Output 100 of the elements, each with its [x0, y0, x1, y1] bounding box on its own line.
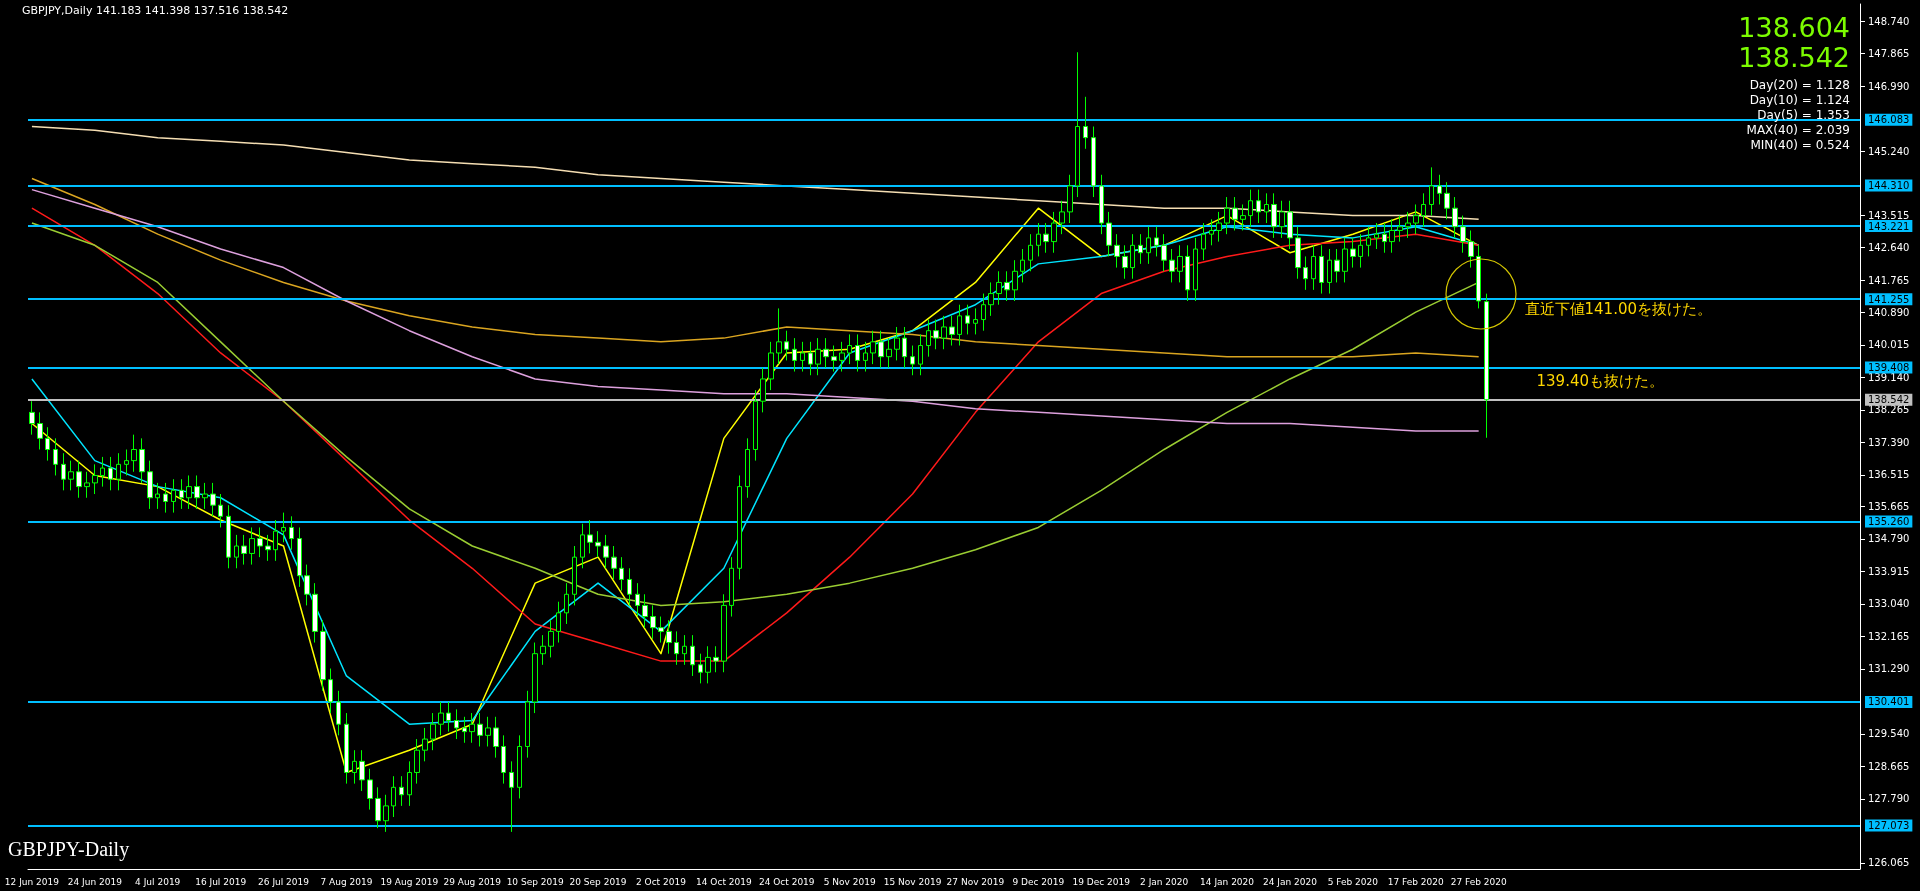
- candlestick: [1161, 233, 1167, 272]
- candlestick: [367, 768, 373, 811]
- candlestick: [1012, 259, 1018, 302]
- y-tick-label: 141.765: [1868, 274, 1910, 286]
- candlestick: [878, 330, 884, 369]
- candlestick: [619, 556, 624, 592]
- y-tick-label: 133.040: [1868, 598, 1910, 610]
- line-series: [31, 207, 1480, 662]
- candlestick: [548, 619, 554, 658]
- y-tick-label: 134.790: [1868, 533, 1910, 545]
- candlestick: [1036, 222, 1041, 257]
- candlestick: [1382, 222, 1387, 254]
- candlestick: [1295, 226, 1301, 280]
- candlestick: [1342, 237, 1348, 283]
- x-tick-label: 5 Nov 2019: [823, 876, 876, 887]
- y-tick-label: 136.515: [1868, 469, 1910, 481]
- candlestick: [847, 333, 852, 365]
- candlestick: [926, 319, 931, 358]
- candlestick: [1020, 248, 1025, 283]
- candlestick: [493, 716, 499, 759]
- candlestick: [1154, 226, 1159, 257]
- x-tick-label: 20 Sep 2019: [569, 876, 627, 887]
- candlestick: [1271, 192, 1277, 239]
- x-tick-label: 15 Nov 2019: [883, 876, 942, 887]
- candlestick: [839, 341, 845, 373]
- candlestick: [399, 775, 404, 807]
- candlestick: [422, 727, 428, 762]
- annotation: 139.40も抜けた。: [1536, 372, 1665, 391]
- chart-title: GBPJPY,Daily 141.183 141.398 137.516 138.542: [22, 4, 289, 17]
- candlestick: [1327, 248, 1332, 295]
- candlestick: [1138, 233, 1143, 265]
- candlestick: [760, 367, 766, 413]
- candlestick: [273, 519, 278, 562]
- candlestick: [407, 760, 412, 807]
- candlestick: [721, 593, 727, 673]
- candlestick: [45, 426, 50, 462]
- candlestick: [525, 690, 530, 759]
- candlestick: [1374, 222, 1379, 250]
- candlestick: [131, 434, 137, 473]
- candlestick: [352, 749, 357, 785]
- candlestick: [1468, 229, 1474, 269]
- candlestick: [1185, 244, 1190, 302]
- candlestick: [650, 604, 656, 640]
- candlestick: [886, 337, 892, 369]
- candlestick: [941, 315, 947, 350]
- candlestick: [320, 619, 326, 692]
- x-tick-label: 12 Jun 2019: [4, 876, 60, 887]
- candlestick: [84, 471, 90, 499]
- candlestick: [241, 534, 247, 566]
- candlestick: [580, 523, 585, 569]
- candlestick: [61, 452, 66, 491]
- candlestick: [1437, 174, 1442, 205]
- y-tick-label: 128.665: [1868, 760, 1910, 772]
- candlestick: [674, 630, 679, 666]
- x-tick-label: 2 Jan 2020: [1140, 876, 1189, 887]
- x-tick-label: 29 Aug 2019: [443, 876, 502, 887]
- candlestick: [477, 712, 483, 747]
- y-tick-label: 139.140: [1868, 371, 1910, 383]
- candlestick: [698, 653, 703, 684]
- candlestick: [1452, 196, 1458, 239]
- annotation: MIN(40) = 0.524: [1750, 138, 1850, 152]
- candlestick: [635, 582, 640, 618]
- candlestick: [1224, 196, 1230, 235]
- candlestick: [139, 437, 145, 484]
- candlestick: [981, 293, 986, 332]
- candlestick: [823, 337, 829, 369]
- candlestick: [1083, 96, 1088, 150]
- candlestick: [68, 460, 74, 491]
- candlestick: [988, 281, 994, 317]
- y-tick-label: 132.165: [1868, 630, 1910, 642]
- candlestick: [163, 482, 168, 514]
- ref-line-label: 130.401: [1868, 696, 1910, 708]
- candlestick: [485, 716, 491, 747]
- ref-line-label: 139.408: [1868, 361, 1910, 373]
- candlestick: [564, 582, 569, 625]
- candlestick: [1099, 174, 1104, 235]
- x-tick-label: 27 Feb 2020: [1450, 876, 1507, 887]
- y-tick-label: 135.665: [1868, 500, 1910, 512]
- candlestick: [438, 701, 444, 736]
- x-tick-label: 24 Jun 2019: [67, 876, 123, 887]
- candlestick: [1114, 233, 1120, 269]
- candlestick: [289, 515, 294, 551]
- candlestick: [1421, 192, 1426, 228]
- y-tick-label: 147.865: [1868, 48, 1910, 60]
- candlestick: [863, 341, 868, 373]
- candlestick: [1405, 211, 1411, 239]
- x-tick-label: 2 Oct 2019: [635, 876, 687, 887]
- candlestick: [281, 512, 286, 543]
- candlestick: [603, 534, 609, 569]
- y-tick-label: 138.265: [1868, 404, 1910, 416]
- candlestick: [116, 452, 121, 491]
- y-tick-label: 142.640: [1868, 242, 1910, 254]
- candlestick: [1264, 192, 1269, 224]
- x-tick-label: 7 Aug 2019: [320, 876, 373, 887]
- candlestick: [870, 330, 876, 365]
- candlestick: [1460, 215, 1466, 254]
- annotation: Day(20) = 1.128: [1749, 78, 1850, 92]
- annotation: MAX(40) = 2.039: [1746, 123, 1850, 137]
- candlestick: [1209, 218, 1214, 246]
- candlestick: [1319, 244, 1324, 295]
